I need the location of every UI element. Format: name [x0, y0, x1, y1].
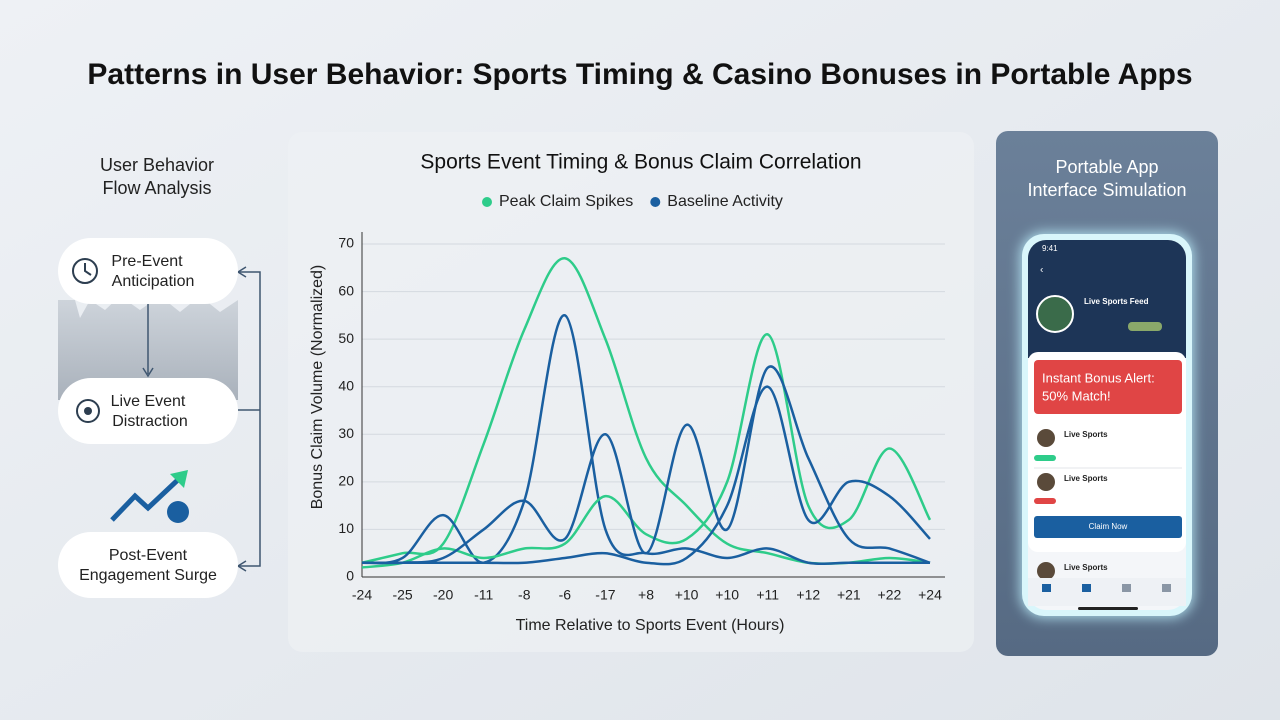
tab-bar: [1028, 578, 1186, 606]
x-tick-label: -11: [474, 587, 493, 603]
tab-icon[interactable]: [1122, 584, 1131, 592]
x-tick-label: -25: [392, 587, 412, 603]
status-pill: [1128, 322, 1162, 331]
item-icon: [1037, 473, 1055, 491]
y-tick-label: 20: [338, 473, 354, 489]
x-tick-label: +12: [796, 587, 820, 603]
tab-icon[interactable]: [1162, 584, 1171, 592]
phone-panel-title: Portable App: [1055, 157, 1158, 177]
feed-title: Live Sports Feed: [1084, 297, 1149, 306]
x-tick-label: +8: [638, 587, 654, 603]
y-tick-label: 60: [338, 282, 354, 298]
legend-label: Baseline Activity: [667, 193, 783, 210]
legend-marker: [650, 197, 661, 207]
x-tick-label: +22: [878, 587, 902, 603]
x-tick-label: -8: [518, 587, 531, 603]
claim-button-label[interactable]: Claim Now: [1089, 522, 1128, 531]
item-icon: [1037, 429, 1055, 447]
phone-panel-title: Interface Simulation: [1027, 180, 1186, 200]
bonus-alert: [1034, 360, 1182, 414]
item-tag: [1034, 455, 1056, 461]
y-axis-label: Bonus Claim Volume (Normalized): [309, 265, 326, 510]
item-title: Live Sports: [1064, 474, 1108, 483]
status-time: 9:41: [1042, 244, 1058, 253]
ball-icon: [84, 407, 92, 415]
chart-title: Sports Event Timing & Bonus Claim Correl…: [420, 151, 861, 174]
page-title: Patterns in User Behavior: Sports Timing…: [87, 58, 1192, 91]
clock-icon: [72, 258, 98, 284]
legend-marker: [482, 197, 492, 207]
flow-title: Flow Analysis: [102, 178, 211, 198]
x-tick-label: +24: [918, 587, 942, 603]
series-line: [362, 385, 931, 566]
home-indicator: [1078, 607, 1138, 610]
growth-icon: [110, 474, 184, 522]
flow-node: [58, 532, 238, 598]
y-tick-label: 50: [338, 330, 354, 346]
growth-icon: [170, 470, 188, 488]
bonus-alert-text: Instant Bonus Alert:: [1042, 370, 1155, 385]
x-tick-label: +10: [715, 587, 739, 603]
chart-panel: [288, 132, 974, 652]
x-tick-label: +10: [675, 587, 699, 603]
x-axis-label: Time Relative to Sports Event (Hours): [516, 617, 785, 634]
item-tag: [1034, 498, 1056, 504]
back-button[interactable]: ‹: [1040, 265, 1043, 276]
flow-node-label: Live Event: [111, 393, 186, 410]
y-tick-label: 70: [338, 235, 354, 251]
arrow: [142, 367, 154, 378]
flow-title: User Behavior: [100, 155, 214, 175]
flow-node-label: Anticipation: [112, 273, 195, 290]
clock-icon: [84, 263, 92, 276]
flow-node: [58, 238, 238, 304]
arrow: [236, 266, 247, 572]
flow-panel: User Behavior Flow Analysis Pre-Event An…: [58, 155, 261, 598]
item-icon: [1037, 562, 1055, 580]
bonus-alert-text: 50% Match!: [1042, 388, 1111, 403]
flow-node-label: Pre-Event: [111, 253, 183, 270]
legend-label: Peak Claim Spikes: [499, 193, 633, 210]
item-title: Live Sports: [1064, 430, 1108, 439]
x-tick-label: -17: [595, 587, 615, 603]
x-tick-label: -20: [433, 587, 453, 603]
flow-node-label: Post-Event: [109, 547, 188, 564]
y-tick-label: 40: [338, 377, 354, 393]
tab-icon[interactable]: [1082, 584, 1091, 592]
y-tick-label: 0: [346, 568, 354, 584]
x-tick-label: -6: [559, 587, 572, 603]
claim-button[interactable]: [1034, 516, 1182, 538]
coin-icon: [167, 501, 189, 523]
connector: [238, 271, 261, 567]
flow-node-label: Engagement Surge: [79, 567, 217, 584]
series-line: [361, 333, 932, 569]
x-tick-label: -24: [352, 587, 372, 603]
y-tick-label: 30: [338, 425, 354, 441]
tab-icon[interactable]: [1042, 584, 1051, 592]
series-line: [361, 314, 930, 566]
x-tick-label: +21: [837, 587, 861, 603]
flow-node-label: Distraction: [112, 413, 188, 430]
avatar: [1036, 295, 1074, 333]
y-tick-label: 10: [338, 520, 354, 536]
chart: Sports Event Timing & Bonus Claim Correl…: [309, 151, 945, 634]
item-title: Live Sports: [1064, 563, 1108, 572]
series-line: [361, 365, 931, 565]
phone-panel: Portable App Interface Simulation 9:41 ‹…: [996, 131, 1218, 656]
flow-node: [58, 378, 238, 444]
x-tick-label: +11: [756, 587, 779, 603]
